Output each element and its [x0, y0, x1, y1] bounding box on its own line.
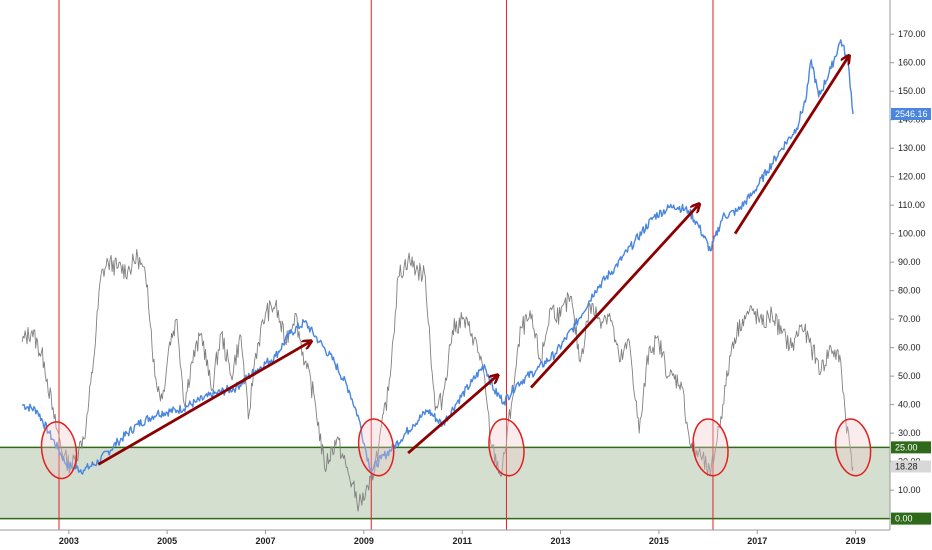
x-tick-label-7: 2017	[747, 536, 767, 546]
x-tick-label-0: 2003	[59, 536, 79, 546]
x-tick-label-1: 2005	[157, 536, 177, 546]
value-badge-label-1: 25.00	[895, 442, 918, 452]
y-tick-label-1: 10.00	[898, 485, 921, 495]
y-tick-label-13: 130.00	[898, 143, 926, 153]
vertical-marker-layer	[58, 0, 714, 530]
oversold-zone-band	[0, 447, 890, 519]
y-tick-label-9: 90.00	[898, 257, 921, 267]
y-tick-label-12: 120.00	[898, 172, 926, 182]
trend-arrow-0	[97, 342, 309, 466]
value-badge-label-0: 2546.16	[895, 109, 928, 119]
circle-annotation-0	[40, 421, 78, 480]
x-tick-label-4: 2011	[452, 536, 472, 546]
trend-arrow-layer	[97, 57, 848, 466]
x-tick-label-8: 2019	[846, 536, 866, 546]
oscillator-series-line	[21, 249, 854, 512]
circle-annotation-2	[488, 418, 525, 477]
value-badge-label-3: 0.00	[895, 514, 913, 524]
oversold-zone-layer	[0, 446, 890, 520]
y-tick-label-15: 150.00	[898, 86, 926, 96]
circle-annotation-3	[692, 418, 729, 477]
y-tick-label-11: 110.00	[898, 200, 925, 210]
y-tick-label-10: 100.00	[898, 229, 926, 239]
circle-annotation-layer	[40, 418, 872, 480]
value-badge-2	[891, 460, 931, 473]
circle-annotation-4	[834, 418, 872, 477]
x-tick-label-3: 2009	[354, 536, 374, 546]
y-tick-label-16: 160.00	[898, 58, 926, 68]
x-tick-label-6: 2015	[649, 536, 669, 546]
value-badge-3	[891, 512, 931, 525]
y-tick-label-17: 170.00	[898, 29, 926, 39]
value-badge-label-2: 18.28	[895, 462, 918, 472]
trend-arrow-2	[530, 205, 698, 389]
y-tick-label-3: 30.00	[898, 428, 921, 438]
y-tick-label-8: 80.00	[898, 286, 921, 296]
y-tick-label-7: 70.00	[898, 314, 921, 324]
y-tick-label-4: 40.00	[898, 400, 921, 410]
x-tick-label-2: 2007	[256, 536, 276, 546]
value-badge-1	[891, 441, 931, 454]
x-tick-label-5: 2013	[551, 536, 571, 546]
y-tick-label-5: 50.00	[898, 371, 921, 381]
price-series-line	[21, 39, 854, 475]
circle-annotation-1	[357, 418, 395, 477]
y-tick-label-6: 60.00	[898, 343, 921, 353]
trend-arrow-3	[733, 57, 848, 235]
value-badge-0	[891, 107, 931, 120]
series-layer	[21, 39, 854, 512]
trend-arrow-1	[407, 376, 497, 455]
